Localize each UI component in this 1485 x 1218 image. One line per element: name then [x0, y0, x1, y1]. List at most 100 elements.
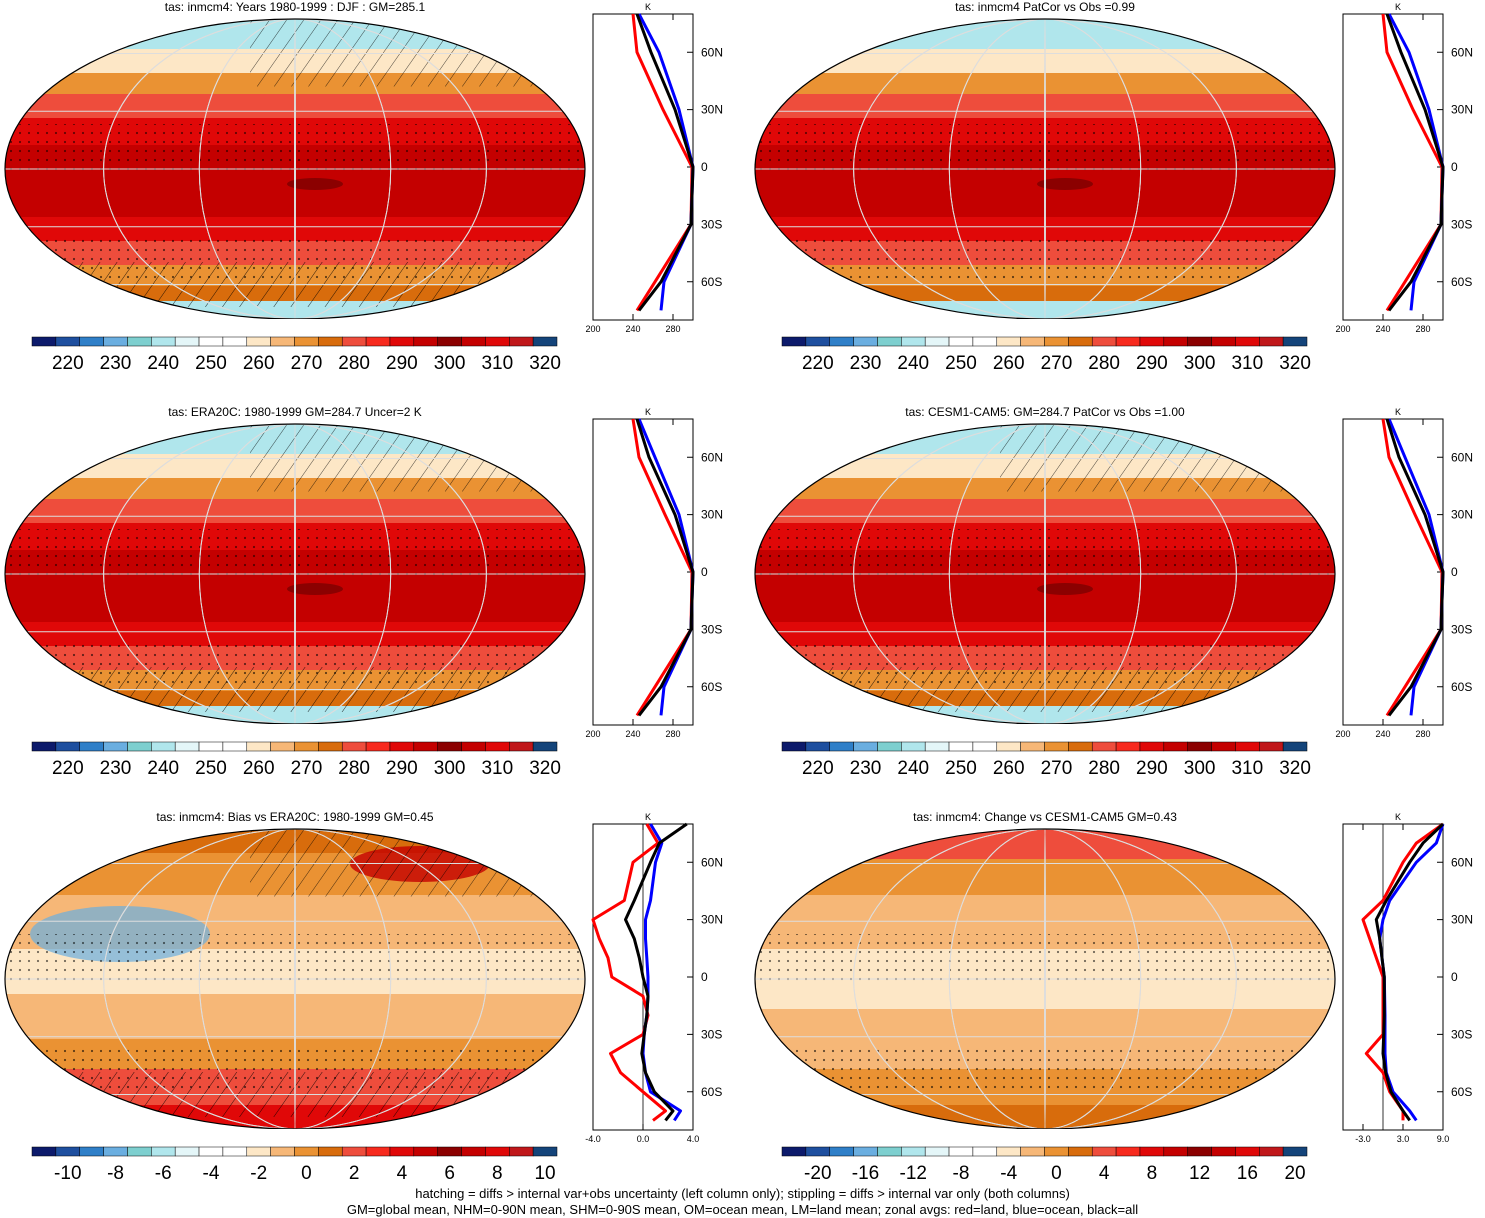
colorbar-swatch: [246, 1146, 271, 1157]
zonal-x-tick-label: 200: [1335, 324, 1350, 334]
colorbar-swatch: [781, 336, 807, 347]
colorbar-swatch: [948, 741, 974, 752]
zonal-x-tick-label: 200: [1335, 729, 1350, 739]
colorbar: 220 230 240 250 260 270 280 290 300 310 320: [31, 336, 561, 374]
colorbar-tick-label: 310: [481, 353, 513, 374]
colorbar-tick-label: 250: [945, 758, 977, 779]
colorbar-swatch: [1091, 336, 1117, 347]
map-title: tas: inmcm4 PatCor vs Obs =0.99: [955, 0, 1135, 14]
warm-pool: [1037, 178, 1093, 190]
colorbar-swatch: [413, 741, 438, 752]
colorbar-swatch: [485, 1146, 510, 1157]
colorbar-tick-label: -10: [54, 1163, 81, 1184]
longitude-gridline: [948, 19, 1142, 319]
zonal-mean-plot: K -4.0 0.0 4.0 60N 30N 0 30S 60S: [585, 812, 723, 1144]
zonal-x-tick-label: 9.0: [1437, 1134, 1450, 1144]
colorbar-swatch: [1115, 741, 1141, 752]
longitude-gridline: [1044, 829, 1046, 1129]
colorbar-swatch: [853, 1146, 878, 1157]
colorbar-swatch: [79, 1146, 104, 1157]
colorbar-tick-label: 230: [850, 758, 882, 779]
colorbar-swatch: [174, 336, 200, 347]
colorbar-tick-label: -4: [203, 1163, 220, 1184]
colorbar-tick-label: 240: [147, 353, 179, 374]
colorbar-swatch: [924, 336, 950, 347]
colorbar-tick-label: 16: [1237, 1163, 1258, 1184]
colorbar-swatch: [485, 336, 510, 347]
colorbar-swatch: [461, 336, 486, 347]
zonal-lat-label: 30S: [701, 217, 722, 231]
hatching: [250, 424, 585, 492]
map-outline: [754, 828, 1336, 1129]
panel-1: tas: inmcm4: Years 1980-1999 : DJF : GM=…: [0, 0, 742, 405]
colorbar-tick-label: 250: [195, 353, 227, 374]
colorbar-tick-label: 280: [1088, 353, 1120, 374]
colorbar-swatch: [341, 336, 367, 347]
colorbar-tick-label: 290: [386, 758, 418, 779]
zonal-unit-label: K: [1395, 812, 1401, 822]
zonal-mean-all-line: [1385, 13, 1445, 312]
colorbar: 220 230 240 250 260 270 280 290 300 310 320: [781, 336, 1311, 374]
colorbar-swatch: [972, 1146, 998, 1157]
colorbar-tick-label: 270: [291, 353, 323, 374]
colorbar-swatch: [55, 741, 80, 752]
colorbar-swatch: [294, 741, 319, 752]
zonal-lat-label: 30S: [1451, 1027, 1472, 1041]
colorbar-swatch: [1187, 336, 1212, 347]
colorbar-swatch: [853, 336, 878, 347]
colorbar-swatch: [1235, 1146, 1260, 1157]
zonal-mean-plot: K 200 240 280 60N 30N 0 30S 60S: [585, 2, 723, 334]
zonal-lat-label: 0: [1451, 565, 1458, 579]
zonal-x-tick-label: 240: [625, 324, 640, 334]
zonal-lat-label: 60S: [1451, 275, 1472, 289]
colorbar-swatch: [1139, 1146, 1165, 1157]
map-title: tas: inmcm4: Years 1980-1999 : DJF : GM=…: [164, 0, 426, 14]
colorbar-tick-label: 0: [301, 1163, 312, 1184]
colorbar-swatch: [532, 741, 558, 752]
colorbar-tick-label: 4: [1099, 1163, 1110, 1184]
zonal-x-tick-label: 280: [665, 324, 680, 334]
zonal-lat-label: 30S: [701, 622, 722, 636]
zonal-mean-all-line: [624, 822, 688, 1122]
colorbar-swatch: [1044, 1146, 1069, 1157]
colorbar-swatch: [1282, 741, 1308, 752]
panel-6: tas: inmcm4: Change vs CESM1-CAM5 GM=0.4…: [750, 810, 1485, 1215]
zonal-lat-label: 30S: [1451, 622, 1472, 636]
colorbar-swatch: [461, 741, 486, 752]
map-outline: [754, 423, 1336, 724]
zonal-lat-label: 60N: [1451, 45, 1473, 59]
colorbar-swatch: [461, 1146, 486, 1157]
colorbar-swatch: [174, 741, 200, 752]
colorbar-tick-label: 220: [802, 353, 834, 374]
zonal-mean-ocean-line: [641, 823, 682, 1122]
map-outline: [4, 18, 586, 319]
colorbar-swatch: [389, 336, 415, 347]
colorbar-tick-label: 250: [195, 758, 227, 779]
colorbar-swatch: [222, 336, 248, 347]
colorbar-tick-label: 12: [1189, 1163, 1210, 1184]
colorbar-swatch: [877, 741, 902, 752]
zonal-x-tick-label: -4.0: [585, 1134, 601, 1144]
colorbar-tick-label: 220: [52, 758, 84, 779]
zonal-mean-all-line: [635, 418, 695, 717]
zonal-mean-plot: K 200 240 280 60N 30N 0 30S 60S: [585, 407, 723, 739]
zonal-lat-label: 30S: [1451, 217, 1472, 231]
colorbar-swatch: [389, 1146, 415, 1157]
colorbar-tick-label: 310: [1231, 758, 1263, 779]
colorbar-tick-label: 290: [1136, 353, 1168, 374]
colorbar-tick-label: 310: [481, 758, 513, 779]
colorbar: 220 230 240 250 260 270 280 290 300 310 320: [31, 741, 561, 779]
colorbar-tick-label: -2: [250, 1163, 267, 1184]
colorbar-swatch: [437, 741, 462, 752]
colorbar-swatch: [1091, 1146, 1117, 1157]
colorbar-swatch: [877, 336, 902, 347]
zonal-x-tick-label: 240: [625, 729, 640, 739]
colorbar-swatch: [1020, 1146, 1045, 1157]
colorbar-tick-label: 6: [444, 1163, 455, 1184]
colorbar-tick-label: 320: [529, 758, 561, 779]
colorbar-tick-label: 230: [850, 353, 882, 374]
zonal-mean-plot: K 200 240 280 60N 30N 0 30S 60S: [1335, 407, 1473, 739]
colorbar-swatch: [127, 1146, 152, 1157]
colorbar-swatch: [1020, 741, 1045, 752]
colorbar-tick-label: -4: [1000, 1163, 1017, 1184]
